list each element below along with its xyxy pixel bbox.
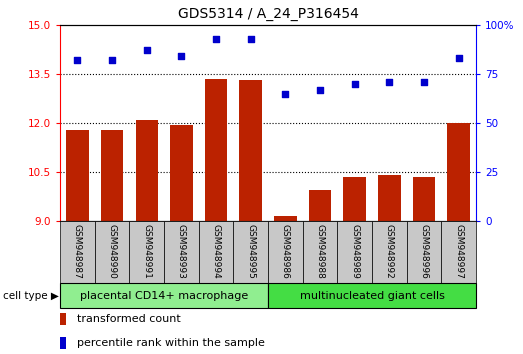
Title: GDS5314 / A_24_P316454: GDS5314 / A_24_P316454: [178, 7, 358, 21]
Point: [108, 57, 116, 63]
Bar: [407, 221, 441, 283]
Point: [454, 55, 463, 61]
Text: cell type ▶: cell type ▶: [3, 291, 59, 301]
Bar: [60, 221, 95, 283]
Bar: [60, 337, 66, 349]
Bar: [199, 221, 233, 283]
Text: GSM948986: GSM948986: [281, 224, 290, 279]
Bar: [274, 216, 297, 221]
Point: [143, 47, 151, 53]
Bar: [378, 175, 401, 221]
Bar: [135, 120, 158, 221]
Text: GSM948990: GSM948990: [108, 224, 117, 279]
Text: GSM948988: GSM948988: [315, 224, 324, 279]
Bar: [66, 130, 89, 221]
Bar: [441, 221, 476, 283]
Bar: [344, 177, 366, 221]
Text: GSM948993: GSM948993: [177, 224, 186, 279]
Point: [385, 79, 393, 85]
Point: [212, 36, 220, 41]
Bar: [268, 221, 303, 283]
Bar: [205, 79, 228, 221]
Bar: [170, 125, 192, 221]
Point: [316, 87, 324, 92]
Point: [177, 53, 186, 59]
Bar: [101, 130, 123, 221]
Text: GSM948987: GSM948987: [73, 224, 82, 279]
Bar: [413, 177, 435, 221]
Bar: [129, 221, 164, 283]
Text: transformed count: transformed count: [77, 314, 180, 324]
Bar: [303, 221, 337, 283]
Text: GSM948992: GSM948992: [385, 224, 394, 279]
Text: placental CD14+ macrophage: placental CD14+ macrophage: [80, 291, 248, 301]
Bar: [268, 283, 476, 308]
Bar: [164, 221, 199, 283]
Text: GSM948997: GSM948997: [454, 224, 463, 279]
Bar: [60, 313, 66, 325]
Text: GSM948991: GSM948991: [142, 224, 151, 279]
Text: percentile rank within the sample: percentile rank within the sample: [77, 338, 265, 348]
Point: [73, 57, 82, 63]
Point: [350, 81, 359, 87]
Text: GSM948995: GSM948995: [246, 224, 255, 279]
Bar: [447, 123, 470, 221]
Point: [281, 91, 290, 96]
Bar: [337, 221, 372, 283]
Bar: [372, 221, 407, 283]
Text: GSM948989: GSM948989: [350, 224, 359, 279]
Bar: [309, 190, 331, 221]
Text: GSM948996: GSM948996: [419, 224, 428, 279]
Text: GSM948994: GSM948994: [212, 224, 221, 279]
Bar: [240, 80, 262, 221]
Point: [246, 36, 255, 41]
Bar: [60, 283, 268, 308]
Bar: [95, 221, 129, 283]
Text: multinucleated giant cells: multinucleated giant cells: [300, 291, 445, 301]
Bar: [233, 221, 268, 283]
Point: [420, 79, 428, 85]
